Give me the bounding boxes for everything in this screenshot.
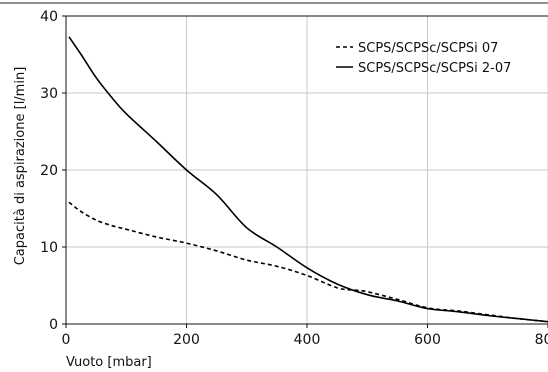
y-axis-ticks: 0 10 20 30 40 [40,9,66,333]
series-line-2 [68,36,548,323]
x-tick-label: 0 [62,332,71,348]
y-tick-label: 30 [40,86,58,102]
x-tick-label: 600 [414,332,441,348]
x-axis-ticks: 0 200 400 600 800 [62,324,548,348]
legend-label-2: SCPS/SCPSc/SCPSi 2-07 [358,61,511,76]
y-axis-title: Capacità di aspirazione [l/min] [13,67,28,266]
legend: SCPS/SCPSc/SCPSi 07 SCPS/SCPSc/SCPSi 2-07 [336,41,511,76]
y-tick-label: 40 [40,9,58,25]
legend-label-1: SCPS/SCPSc/SCPSi 07 [358,41,498,56]
y-tick-label: 20 [40,163,58,179]
x-tick-label: 400 [294,332,321,348]
x-tick-label: 200 [173,332,200,348]
y-tick-label: 10 [40,240,58,256]
x-tick-label: 800 [535,332,548,348]
grid [66,16,548,324]
x-axis-title: Vuoto [mbar] [66,355,152,370]
series-line-1 [68,201,548,323]
y-tick-label: 0 [49,317,58,333]
